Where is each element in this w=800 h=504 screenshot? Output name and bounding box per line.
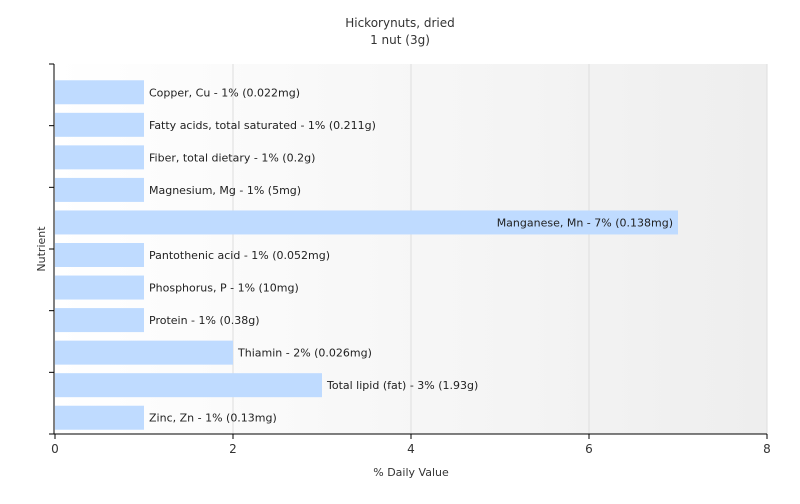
x-tick-label: 6 xyxy=(585,442,593,456)
x-axis-label: % Daily Value xyxy=(373,466,449,479)
bars xyxy=(55,80,678,430)
x-tick-label: 8 xyxy=(763,442,771,456)
bar-label: Phosphorus, P - 1% (10mg) xyxy=(149,282,299,295)
x-tick-label: 4 xyxy=(407,442,415,456)
bar-label: Magnesium, Mg - 1% (5mg) xyxy=(149,184,301,197)
bar xyxy=(55,373,322,398)
x-tick-label: 0 xyxy=(51,442,59,456)
bar xyxy=(55,210,678,235)
x-tick-label: 2 xyxy=(229,442,237,456)
bar-label: Protein - 1% (0.38g) xyxy=(149,314,260,327)
y-axis-label: Nutrient xyxy=(35,226,48,272)
bar-label: Manganese, Mn - 7% (0.138mg) xyxy=(497,216,673,229)
bar-label: Zinc, Zn - 1% (0.13mg) xyxy=(149,412,277,425)
bar-label: Fatty acids, total saturated - 1% (0.211… xyxy=(149,119,376,132)
bar-label: Thiamin - 2% (0.026mg) xyxy=(237,347,372,360)
bar-label: Total lipid (fat) - 3% (1.93g) xyxy=(326,379,478,392)
bar-label: Pantothenic acid - 1% (0.052mg) xyxy=(149,249,330,262)
chart-title: Hickorynuts, dried xyxy=(345,16,455,30)
axes: 0 2 4 6 8 xyxy=(49,63,771,456)
grid-lines xyxy=(232,64,768,434)
bar xyxy=(55,243,144,267)
bar xyxy=(55,177,144,202)
bar xyxy=(55,405,144,430)
bar-label: Fiber, total dietary - 1% (0.2g) xyxy=(149,151,315,164)
chart-subtitle: 1 nut (3g) xyxy=(370,33,430,47)
bar xyxy=(55,275,144,300)
bar xyxy=(55,340,233,365)
bar xyxy=(55,308,144,333)
bar xyxy=(55,145,144,170)
bar-label: Copper, Cu - 1% (0.022mg) xyxy=(149,86,300,99)
data-labels: Copper, Cu - 1% (0.022mg) Fatty acids, to… xyxy=(149,86,673,424)
bar xyxy=(55,80,144,105)
bar xyxy=(55,112,144,137)
